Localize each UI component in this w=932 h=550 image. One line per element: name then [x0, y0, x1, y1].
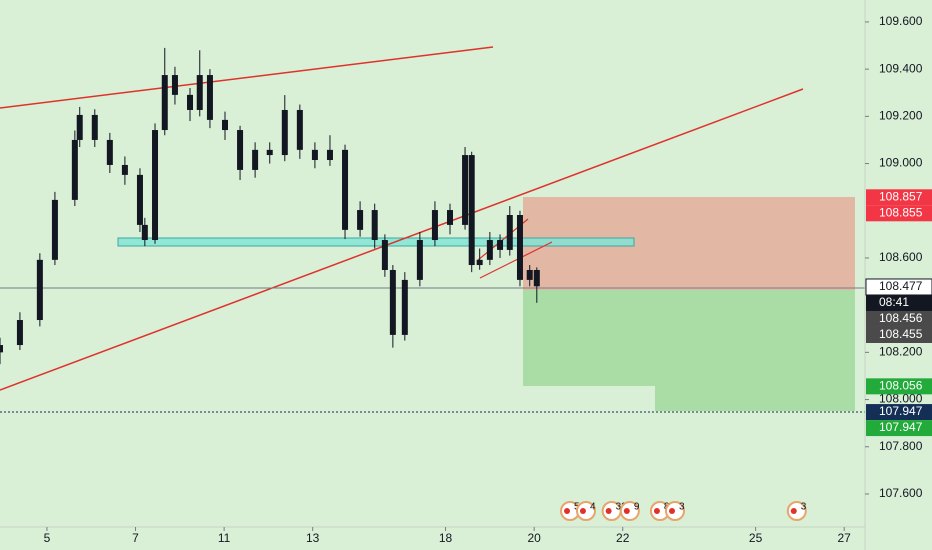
price-marker-label: 108.857 [879, 189, 923, 203]
price-marker-label: 108.855 [879, 205, 923, 219]
y-tick-label: 108.200 [879, 345, 923, 359]
candle-body [462, 155, 469, 225]
candle-body [196, 75, 203, 110]
candle-body [311, 149, 318, 161]
price-marker [866, 310, 932, 327]
marks [0, 47, 540, 365]
target-zone [655, 290, 855, 411]
y-tick-label: 109.200 [879, 109, 923, 123]
candle-body [187, 94, 194, 110]
candle-body [342, 149, 349, 230]
candle-body [0, 345, 3, 353]
price-marker [866, 189, 932, 206]
candle-body [51, 199, 58, 260]
event-count: 3 [801, 502, 807, 513]
candle-body [76, 114, 83, 140]
price-marker [866, 378, 932, 395]
candle-body [416, 240, 423, 280]
event-flag [623, 508, 630, 514]
price-marker-label: 107.947 [879, 420, 923, 434]
candle-body [221, 119, 228, 131]
candle-body [266, 149, 273, 156]
candle-body [141, 224, 148, 241]
candle-body [371, 210, 378, 241]
y-tick-label: 108.000 [879, 392, 923, 406]
y-tick-label: 109.400 [879, 61, 923, 75]
price-marker-label: 108.477 [879, 279, 923, 293]
x-tick-label: 13 [306, 531, 320, 545]
y-tick-label: 107.800 [879, 439, 923, 453]
price-marker [866, 326, 932, 343]
x-tick-label: 11 [218, 531, 231, 545]
candle-body [526, 269, 533, 280]
candle-body [381, 240, 388, 270]
y-tick-label: 109.000 [879, 156, 923, 170]
price-marker-label: 108.456 [879, 311, 923, 325]
candle-body [389, 269, 396, 335]
price-marker [866, 404, 932, 421]
candle-body [206, 75, 213, 120]
event-count: 3 [679, 502, 685, 513]
event-flag [790, 508, 797, 514]
candle-body [281, 109, 288, 156]
candle-body [161, 75, 168, 131]
countdown-box [866, 294, 932, 311]
event-flag [579, 508, 586, 514]
candle-body [106, 139, 113, 165]
candle-body [296, 109, 303, 150]
candle-body [152, 130, 159, 241]
candle-body [401, 279, 408, 335]
y-tick-label: 109.600 [879, 14, 923, 28]
trendline [479, 241, 553, 279]
candle-body [121, 164, 128, 175]
event-flag [605, 508, 612, 514]
price-marker [866, 420, 932, 437]
price-marker-label: 108.455 [879, 327, 923, 341]
candle-body [431, 210, 438, 241]
x-tick-label: 27 [838, 531, 852, 545]
target-zone [523, 290, 655, 386]
price-marker-label: 108.056 [879, 379, 923, 393]
candle-body [476, 259, 483, 266]
x-tick-label: 22 [616, 531, 630, 545]
trendline [0, 88, 804, 391]
countdown: 08:41 [879, 295, 909, 309]
price-marker [866, 205, 932, 222]
candle-body [497, 240, 504, 250]
event-flag [653, 508, 660, 514]
x-tick-label: 7 [132, 531, 139, 545]
candle-body [171, 75, 178, 95]
event-flag [564, 508, 571, 514]
event-count: 4 [590, 502, 596, 513]
trendline [0, 46, 494, 109]
candle-body [357, 210, 364, 230]
candle-body [446, 210, 453, 225]
x-tick-label: 20 [527, 531, 541, 545]
candle-body [468, 155, 475, 266]
candle-body [71, 139, 78, 200]
candle-body [16, 320, 23, 346]
y-tick-label: 107.600 [879, 486, 923, 500]
price-marker-label: 107.947 [879, 404, 923, 418]
candle-body [326, 149, 333, 161]
candle-body [237, 130, 244, 170]
y-tick-label: 108.600 [879, 250, 923, 264]
x-tick-label: 5 [44, 531, 51, 545]
x-tick-label: 25 [749, 531, 763, 545]
candle-body [91, 114, 98, 140]
candle-body [486, 240, 493, 260]
candle-body [516, 215, 523, 280]
candle-body [252, 149, 259, 170]
candle-body [506, 215, 513, 250]
event-count: 9 [634, 502, 640, 513]
candle-body [136, 174, 143, 225]
candle-body [36, 259, 43, 321]
event-flag [668, 508, 675, 514]
candle-body [533, 269, 540, 287]
x-tick-label: 18 [439, 531, 453, 545]
